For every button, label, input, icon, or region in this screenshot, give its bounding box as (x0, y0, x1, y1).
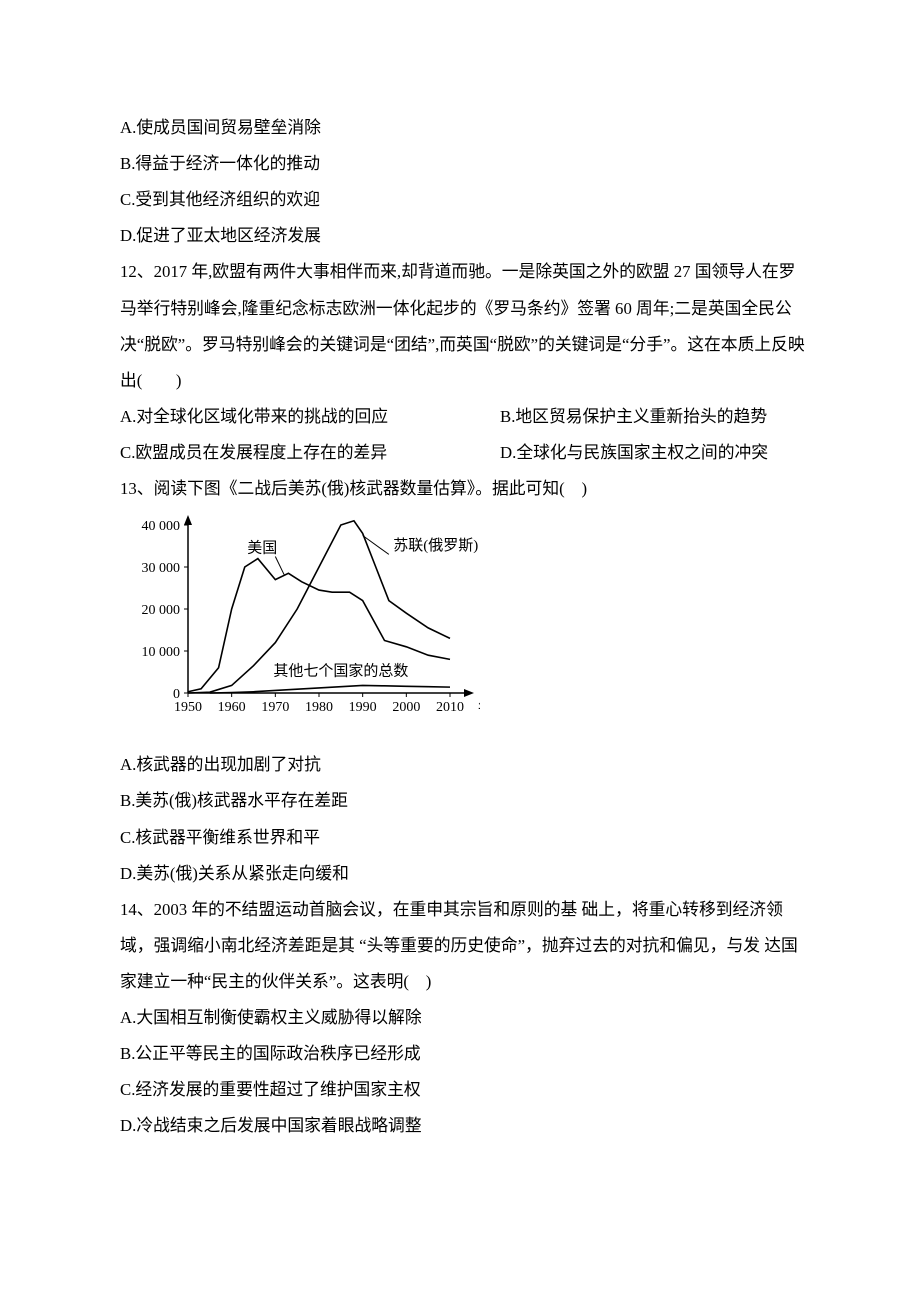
q13-option-b: B.美苏(俄)核武器水平存在差距 (120, 783, 810, 819)
q13-option-a: A.核武器的出现加剧了对抗 (120, 747, 810, 783)
q13-stem: 13、阅读下图《二战后美苏(俄)核武器数量估算》。据此可知( ) (120, 479, 587, 498)
svg-text:苏联(俄罗斯): 苏联(俄罗斯) (393, 537, 478, 554)
svg-text:1980: 1980 (305, 700, 333, 715)
svg-text:年份: 年份 (478, 698, 480, 715)
svg-text:10 000: 10 000 (142, 645, 181, 660)
svg-text:40 000: 40 000 (142, 519, 181, 534)
svg-text:2000: 2000 (392, 700, 420, 715)
q13-option-d: D.美苏(俄)关系从紧张走向缓和 (120, 856, 810, 892)
svg-text:1970: 1970 (261, 700, 289, 715)
svg-text:1950: 1950 (174, 700, 202, 715)
svg-text:20 000: 20 000 (142, 603, 181, 618)
q12-option-c: C.欧盟成员在发展程度上存在的差异 (120, 435, 500, 471)
q11-option-b: B.得益于经济一体化的推动 (120, 146, 810, 182)
q12-option-b: B.地区贸易保护主义重新抬头的趋势 (500, 399, 767, 435)
q12-option-a: A.对全球化区域化带来的挑战的回应 (120, 399, 500, 435)
svg-text:美国: 美国 (247, 540, 277, 557)
q14-option-b: B.公正平等民主的国际政治秩序已经形成 (120, 1036, 810, 1072)
svg-text:1990: 1990 (349, 700, 377, 715)
q12-stem: 12、2017 年,欧盟有两件大事相伴而来,却背道而驰。一是除英国之外的欧盟 2… (120, 262, 805, 389)
svg-text:其他七个国家的总数: 其他七个国家的总数 (273, 663, 408, 680)
q14-option-d: D.冷战结束之后发展中国家着眼战略调整 (120, 1108, 810, 1144)
q14-option-c: C.经济发展的重要性超过了维护国家主权 (120, 1072, 810, 1108)
q13-option-c: C.核武器平衡维系世界和平 (120, 820, 810, 856)
q11-option-c: C.受到其他经济组织的欢迎 (120, 182, 810, 218)
nuclear-weapons-chart: 010 00020 00030 00040 000195019601970198… (120, 513, 810, 741)
q11-option-a: A.使成员国间贸易壁垒消除 (120, 110, 810, 146)
page-content: A.使成员国间贸易壁垒消除 B.得益于经济一体化的推动 C.受到其他经济组织的欢… (0, 0, 920, 1235)
q12-option-d: D.全球化与民族国家主权之间的冲突 (500, 435, 768, 471)
q14-stem: 14、2003 年的不结盟运动首脑会议，在重申其宗旨和原则的基 础上，将重心转移… (120, 900, 798, 991)
svg-text:30 000: 30 000 (142, 561, 181, 576)
svg-text:1960: 1960 (218, 700, 246, 715)
q11-option-d: D.促进了亚太地区经济发展 (120, 218, 810, 254)
svg-text:2010: 2010 (436, 700, 464, 715)
q14-option-a: A.大国相互制衡使霸权主义威胁得以解除 (120, 1000, 810, 1036)
